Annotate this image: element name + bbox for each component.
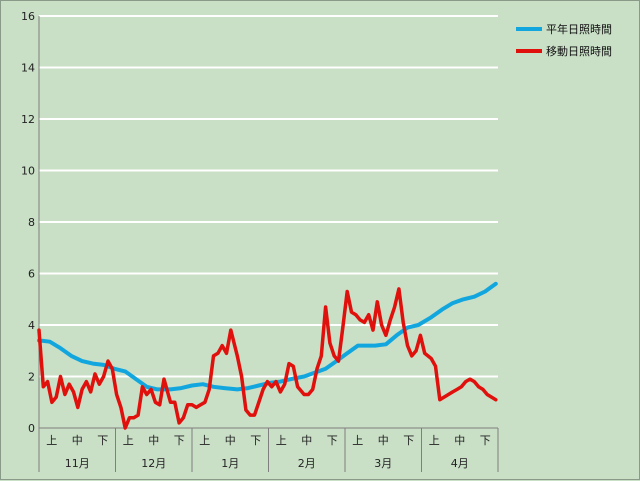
y-tick-label: 16 [21, 10, 35, 23]
period-label: 上 [276, 434, 287, 447]
month-label: 11月 [65, 457, 90, 470]
y-tick-label: 0 [28, 422, 35, 435]
month-label: 4月 [451, 457, 469, 470]
gridlines [39, 15, 498, 378]
month-label: 3月 [374, 457, 392, 470]
month-label: 1月 [221, 457, 239, 470]
period-label: 下 [250, 434, 261, 447]
y-axis-ticks: 0 2 4 6 8 10 12 14 16 [21, 10, 35, 435]
period-label: 中 [148, 434, 159, 447]
period-label: 下 [97, 434, 108, 447]
x-axis-categories: 上 中 下 上 中 下 上 中 下 上 中 下 上 中 下 上 中 下 11月 12月 1月 2月 3月 4月 [38, 428, 499, 472]
y-tick-label: 4 [28, 319, 35, 332]
y-tick-label: 6 [28, 268, 35, 281]
y-tick-label: 12 [21, 113, 35, 126]
y-tick-label: 8 [28, 216, 35, 229]
period-label: 下 [327, 434, 338, 447]
period-label: 中 [225, 434, 236, 447]
period-label: 中 [72, 434, 83, 447]
y-tick-label: 10 [21, 165, 35, 178]
month-label: 2月 [298, 457, 316, 470]
y-tick-label: 14 [21, 62, 35, 75]
legend-label: 平年日照時間 [546, 22, 612, 36]
period-label: 下 [480, 434, 491, 447]
period-label: 下 [403, 434, 414, 447]
month-label: 12月 [141, 457, 166, 470]
series-line-moving-sunshine [37, 287, 498, 430]
period-label: 中 [301, 434, 312, 447]
period-label: 上 [199, 434, 210, 447]
period-label: 中 [378, 434, 389, 447]
period-label: 中 [454, 434, 465, 447]
y-tick-label: 2 [28, 371, 35, 384]
period-label: 下 [174, 434, 185, 447]
period-label: 上 [352, 434, 363, 447]
period-label: 上 [46, 434, 57, 447]
series-lines [37, 281, 498, 430]
legend-label: 移動日照時間 [546, 44, 612, 58]
period-label: 上 [123, 434, 134, 447]
period-label: 上 [429, 434, 440, 447]
